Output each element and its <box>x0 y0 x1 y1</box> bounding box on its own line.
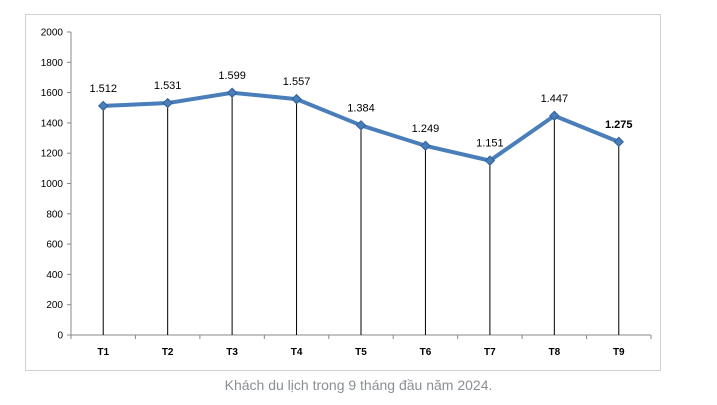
chart-caption: Khách du lịch trong 9 tháng đầu năm 2024… <box>224 377 493 393</box>
y-tick-label: 2000 <box>41 28 64 39</box>
data-point <box>226 87 238 98</box>
data-label: 1.557 <box>283 76 311 88</box>
data-label: 1.447 <box>541 93 569 105</box>
data-point <box>420 140 431 151</box>
y-tick-label: 200 <box>46 300 63 311</box>
x-tick-label: T9 <box>613 347 625 358</box>
line-chart: 0 200 400 600 800 1000 1200 1400 1600 1800 2000 1.5… <box>41 28 652 358</box>
x-tick-label: T5 <box>355 347 367 358</box>
x-tick-label: T2 <box>162 347 174 358</box>
x-tick-label: T1 <box>97 347 109 358</box>
y-tick-label: 400 <box>46 270 63 281</box>
data-point <box>355 120 367 131</box>
data-point <box>291 93 302 105</box>
data-label: 1.275 <box>605 119 633 131</box>
data-point <box>549 110 560 121</box>
y-tick-label: 0 <box>57 331 63 342</box>
data-label: 1.599 <box>218 70 246 82</box>
chart-frame: 0 200 400 600 800 1000 1200 1400 1600 1800 2000 1.5… <box>25 14 661 371</box>
x-tick-label: T3 <box>226 347 238 358</box>
data-point <box>162 97 173 109</box>
data-label: 1.151 <box>476 138 504 150</box>
x-tick-label: T7 <box>484 347 496 358</box>
data-point <box>484 155 496 166</box>
data-label: 1.384 <box>347 102 375 114</box>
data-point <box>613 136 624 148</box>
data-label: 1.249 <box>412 123 440 135</box>
y-tick-label: 1200 <box>41 149 64 160</box>
data-label: 1.531 <box>154 80 182 92</box>
x-tick-label: T6 <box>420 347 432 358</box>
x-tick-label: T4 <box>291 347 303 358</box>
x-tick-label: T8 <box>548 347 560 358</box>
data-point <box>98 100 109 112</box>
data-label: 1.512 <box>89 83 117 95</box>
y-tick-label: 600 <box>46 240 63 251</box>
y-tick-label: 1600 <box>41 88 64 99</box>
y-tick-label: 1000 <box>41 179 64 190</box>
y-tick-label: 800 <box>46 209 63 220</box>
y-tick-label: 1800 <box>41 58 64 69</box>
y-tick-label: 1400 <box>41 118 64 129</box>
